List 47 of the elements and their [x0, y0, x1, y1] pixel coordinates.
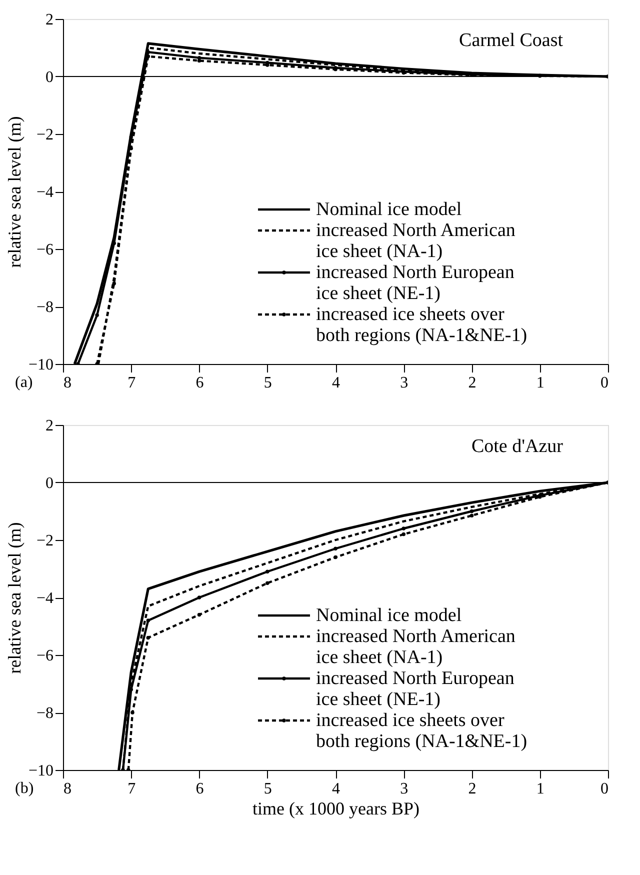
- text: Carmel Coast: [459, 30, 564, 51]
- x-tick-label: 6: [196, 780, 204, 798]
- text: (a): [15, 374, 33, 391]
- x-tick-label: 6: [196, 374, 204, 392]
- x-tick-label: 2: [468, 780, 476, 798]
- y-tick-label: −8: [36, 705, 54, 722]
- y-tick-label: −6: [36, 242, 54, 258]
- x-tick-label: 7: [128, 374, 136, 392]
- x-tick-label: 1: [536, 780, 544, 798]
- y-axis-title: relative sea level (m): [4, 116, 24, 268]
- y-tick-label: −2: [36, 126, 54, 144]
- x-tick-label: 3: [400, 780, 408, 798]
- x-tick-label: 0: [600, 780, 608, 798]
- text: (b): [15, 780, 34, 797]
- legend-label: Nominal ice model: [316, 605, 462, 626]
- x-tick-label: 0: [600, 374, 608, 392]
- y-tick-label: −8: [36, 299, 54, 316]
- text: Cote d'Azur: [471, 436, 564, 457]
- x-tick-label: 8: [64, 780, 72, 798]
- y-tick-label: 2: [46, 418, 54, 434]
- x-tick-label: 4: [332, 780, 340, 798]
- legend-label: Nominal ice model: [316, 199, 462, 220]
- y-tick-label: −4: [36, 590, 54, 607]
- x-tick-label: 2: [468, 374, 476, 392]
- x-tick-label: 5: [264, 374, 272, 392]
- y-tick-label: −4: [36, 184, 54, 201]
- x-tick-label: 1: [536, 374, 544, 392]
- x-tick-label: 8: [64, 374, 72, 392]
- y-axis-title: relative sea level (m): [4, 522, 24, 674]
- x-tick-label: 4: [332, 374, 340, 392]
- y-tick-label: 0: [46, 69, 54, 86]
- legend-label: increased ice sheets over both regions (NA-1&NE-1): [316, 304, 528, 346]
- y-tick-label: −2: [36, 532, 54, 550]
- legend-label: increased North European ice sheet (NE-1): [316, 262, 515, 304]
- legend-label: increased North American ice sheet (NA-1): [316, 626, 516, 668]
- x-tick-label: 3: [400, 374, 408, 392]
- y-tick-label: 0: [46, 475, 54, 492]
- x-axis-title: time (x 1000 years BP): [252, 798, 420, 818]
- y-tick-label: −10: [28, 356, 54, 374]
- legend-label: increased ice sheets over both regions (NA-1&NE-1): [316, 710, 528, 752]
- y-tick-label: −6: [36, 648, 54, 664]
- y-tick-label: −10: [28, 762, 54, 780]
- x-tick-label: 5: [264, 780, 272, 798]
- legend-label: increased North American ice sheet (NA-1): [316, 220, 516, 262]
- x-tick-label: 7: [128, 780, 136, 798]
- legend-label: increased North European ice sheet (NE-1): [316, 668, 515, 710]
- y-tick-label: 2: [46, 12, 54, 28]
